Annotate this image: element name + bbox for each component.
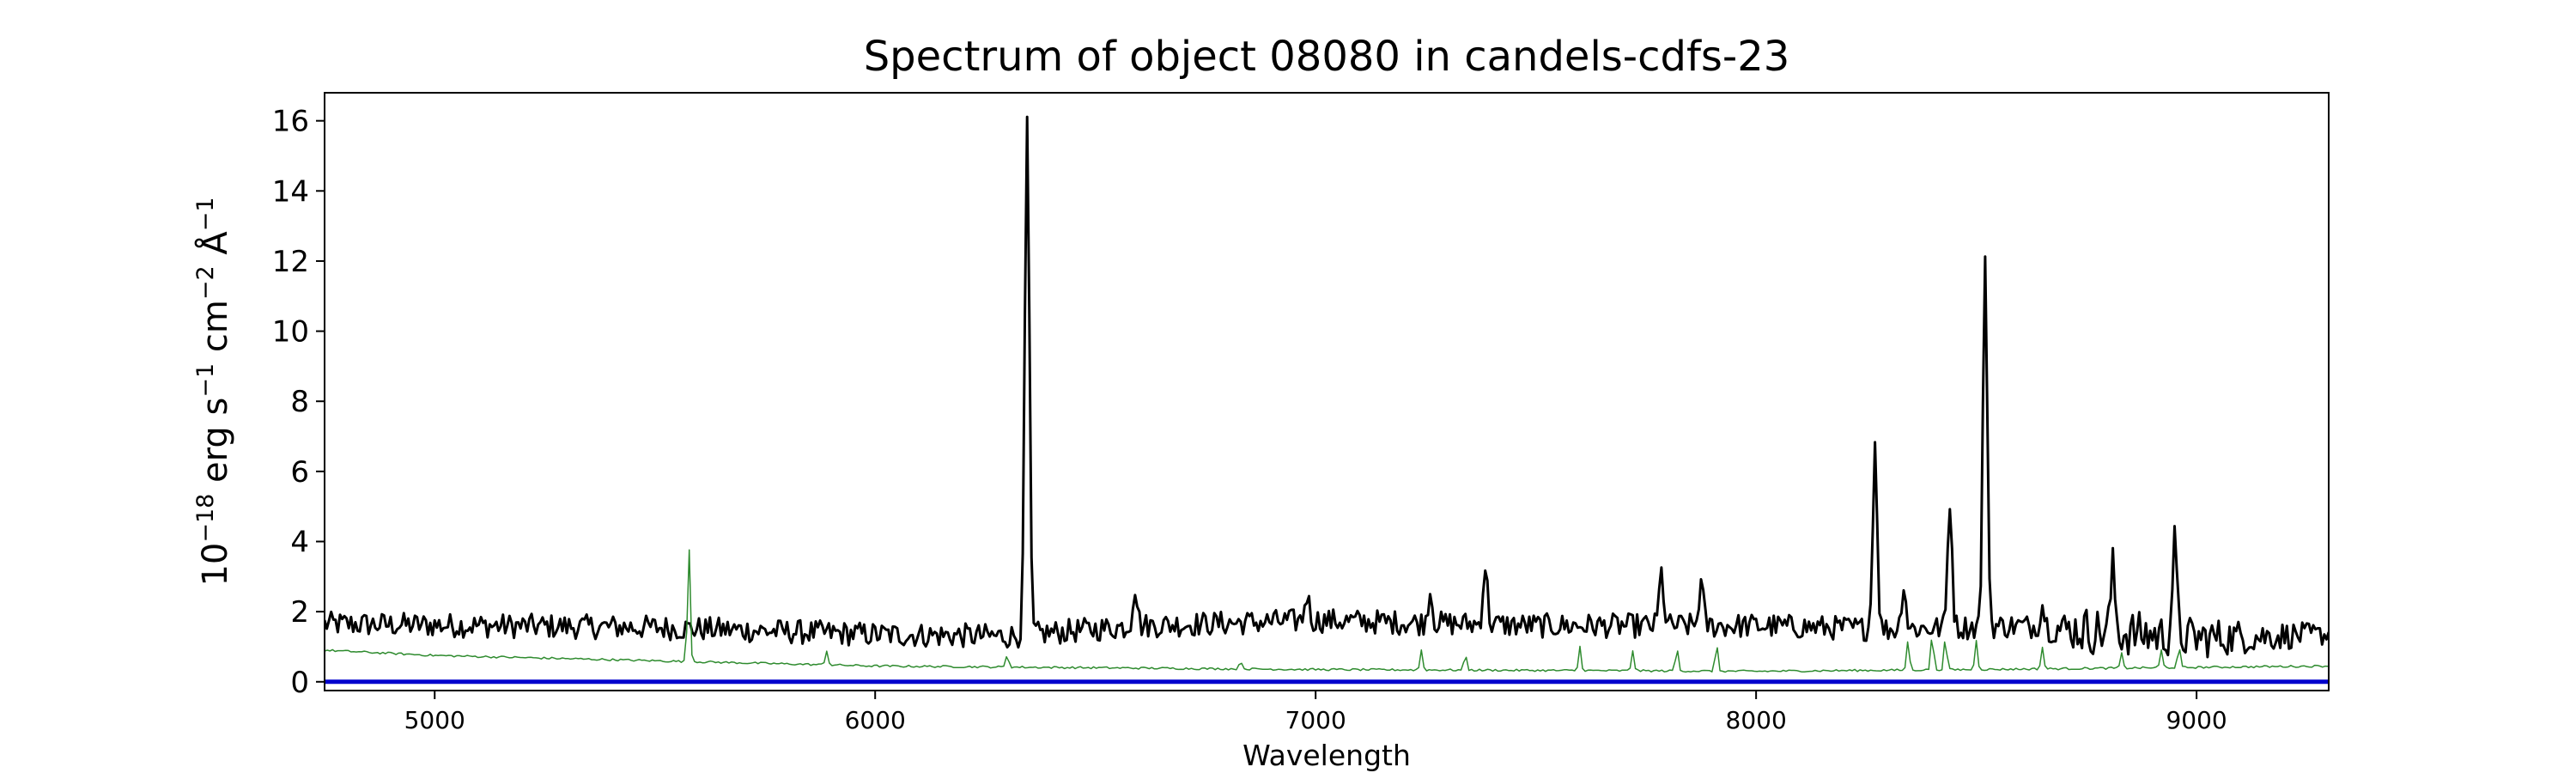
y-tick-label: 12 — [272, 245, 309, 279]
y-tick-label: 0 — [290, 666, 309, 700]
series-line-flux — [325, 115, 2329, 659]
y-label-part-5: −2 — [192, 265, 219, 300]
y-label-part-3: −1 — [192, 363, 219, 398]
y-tick-label: 4 — [290, 526, 309, 560]
y-label-part-1: −18 — [192, 494, 219, 543]
y-tick-label: 8 — [290, 385, 309, 419]
x-tick-label: 7000 — [1285, 706, 1346, 734]
y-tick-label: 2 — [290, 595, 309, 630]
x-tick-label: 6000 — [845, 706, 906, 734]
y-axis: 0 2 4 6 8 10 12 14 16 — [272, 105, 325, 700]
x-tick-label: 8000 — [1726, 706, 1787, 734]
x-axis-label: Wavelength — [1242, 739, 1411, 772]
chart-title: Spectrum of object 08080 in candels-cdfs… — [864, 33, 1790, 81]
x-tick-label: 9000 — [2166, 706, 2227, 734]
x-tick-label: 5000 — [404, 706, 465, 734]
series-line-error — [325, 549, 2329, 673]
y-label-part-0: 10 — [196, 543, 235, 587]
y-tick-label: 10 — [272, 315, 309, 350]
plot-area — [325, 115, 2329, 685]
y-tick-label: 6 — [290, 455, 309, 490]
y-tick-label: 14 — [272, 174, 309, 209]
y-label-part-6: Å — [194, 231, 235, 266]
x-axis: 5000 6000 7000 8000 9000 — [404, 691, 2227, 734]
plot-frame — [324, 92, 2330, 691]
y-axis-label: 10−18 erg s−1 cm−2 Å−1 — [192, 197, 235, 586]
y-tick-label: 16 — [272, 105, 309, 139]
y-label-part-2: erg s — [196, 398, 235, 494]
y-label-part-4: cm — [196, 300, 235, 363]
y-label-part-7: −1 — [192, 197, 219, 231]
